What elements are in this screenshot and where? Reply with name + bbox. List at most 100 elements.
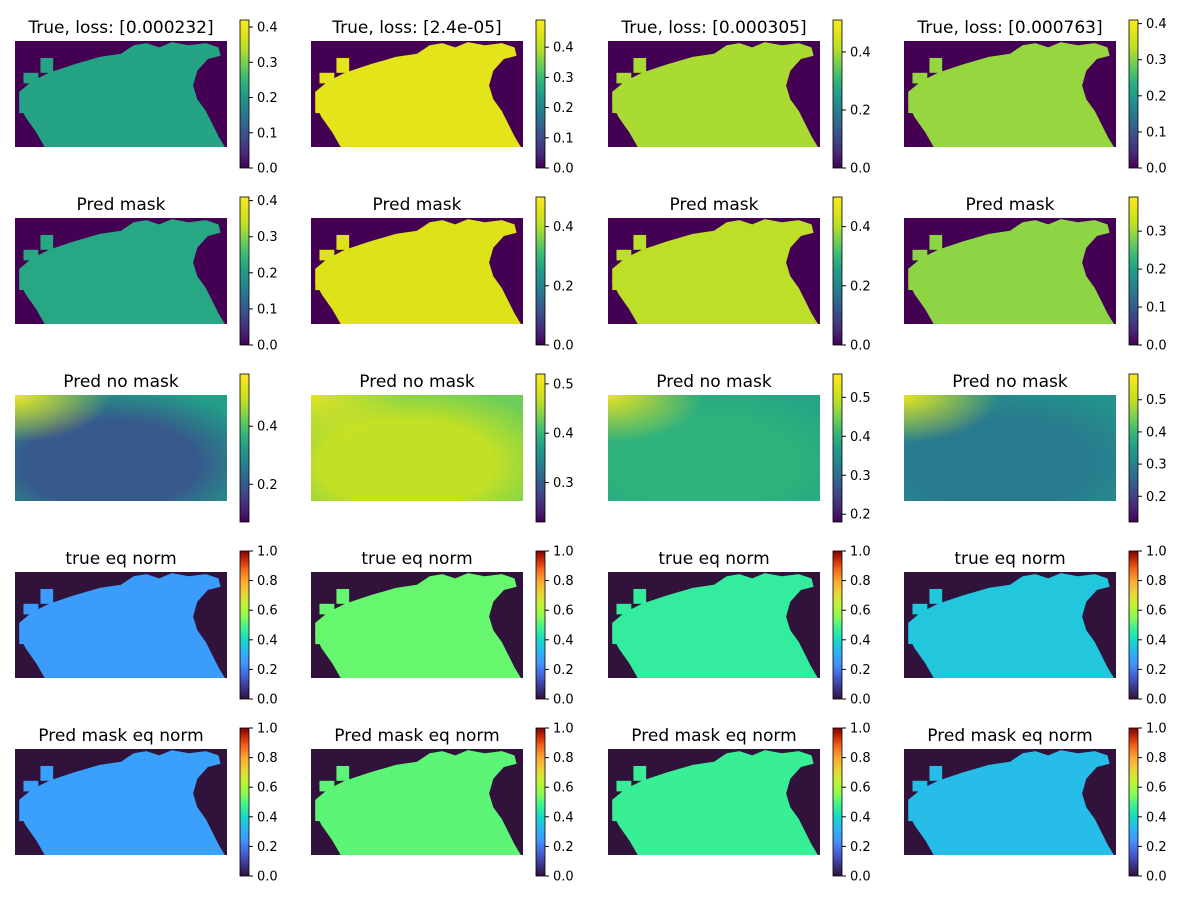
coast-fragment (912, 603, 928, 615)
colorbar-frame (535, 19, 546, 169)
coast-fragment (336, 57, 350, 73)
colorbar-tick-label: 0.0 (850, 693, 871, 708)
coast-fragment (612, 102, 623, 114)
heatmap-panel: True, loss: [2.4e-05] 0.0 0.1 0.2 0.3 0.4 (311, 18, 574, 177)
panel-title: Pred no mask (63, 372, 179, 392)
colorbar-tick-label: 0.8 (553, 751, 574, 766)
colorbar-tick-label: 0.0 (257, 339, 278, 354)
panel-title: True, loss: [0.000232] (27, 18, 213, 38)
colorbar-frame (239, 727, 250, 877)
colorbar-tick-label: 0.6 (257, 604, 278, 619)
corner-highlight (608, 395, 820, 501)
colorbar (536, 20, 545, 168)
colorbar-tick-label: 0.2 (553, 663, 574, 678)
panel-title: true eq norm (954, 549, 1065, 569)
colorbar-tick-label: 0.2 (257, 478, 278, 493)
colorbar-tick-label: 0.1 (1146, 301, 1167, 316)
coast-fragment (40, 588, 54, 604)
coast-fragment (315, 633, 326, 645)
colorbar (240, 728, 249, 876)
field-area (315, 750, 521, 855)
heatmap-panel: true eq norm 0.0 0.2 0.4 0.6 0.8 1.0 (608, 545, 871, 708)
field-area (612, 573, 818, 678)
colorbar-tick-label: 0.2 (1146, 663, 1167, 678)
colorbar (833, 551, 842, 699)
coast-fragment (23, 603, 39, 615)
colorbar-frame (1128, 19, 1139, 169)
colorbar-tick-label: 0.0 (257, 162, 278, 177)
colorbar-tick-label: 0.8 (1146, 574, 1167, 589)
coast-fragment (929, 57, 943, 73)
colorbar (240, 20, 249, 168)
colorbar (833, 374, 842, 522)
colorbar-tick-label: 0.4 (257, 194, 278, 209)
colorbar-tick-label: 0.2 (257, 266, 278, 281)
field-area (315, 573, 521, 678)
heatmap-panel: Pred mask eq norm 0.0 0.2 0.4 0.6 0.8 1.0 (608, 722, 871, 885)
colorbar-tick-label: 0.2 (257, 663, 278, 678)
colorbar-tick-label: 0.2 (1146, 89, 1167, 104)
colorbar-tick-label: 0.2 (257, 840, 278, 855)
colorbar-tick-label: 0.3 (257, 230, 278, 245)
colorbar-tick-label: 0.8 (850, 574, 871, 589)
colorbar-frame (1128, 550, 1139, 700)
colorbar (1129, 551, 1138, 699)
coast-fragment (908, 810, 919, 822)
colorbar-tick-label: 0.4 (257, 21, 278, 36)
colorbar-tick-label: 1.0 (850, 722, 871, 737)
panel-title: Pred mask eq norm (927, 726, 1092, 746)
heatmap-panel: Pred mask 0.0 0.2 0.4 (608, 195, 871, 354)
colorbar-tick-label: 0.2 (1146, 490, 1167, 505)
colorbar-tick-label: 0.6 (850, 604, 871, 619)
coast-fragment (40, 765, 54, 781)
coast-fragment (319, 780, 335, 792)
panel-title: Pred mask eq norm (334, 726, 499, 746)
coast-fragment (319, 603, 335, 615)
heatmap-panel: Pred mask eq norm 0.0 0.2 0.4 0.6 0.8 1.0 (311, 722, 574, 885)
colorbar (1129, 374, 1138, 522)
heatmap-panel: Pred mask eq norm 0.0 0.2 0.4 0.6 0.8 1.0 (15, 722, 278, 885)
panel-title: true eq norm (361, 549, 472, 569)
colorbar-tick-label: 0.8 (257, 751, 278, 766)
panel-title: Pred mask (670, 195, 759, 215)
field-area (315, 42, 521, 147)
panel-title: True, loss: [2.4e-05] (331, 18, 501, 38)
panel-title: true eq norm (658, 549, 769, 569)
colorbar-frame (239, 19, 250, 169)
coast-fragment (319, 249, 335, 261)
colorbar-tick-label: 0.2 (850, 840, 871, 855)
coast-fragment (929, 588, 943, 604)
colorbar-tick-label: 0.0 (553, 339, 574, 354)
colorbar-tick-label: 1.0 (553, 545, 574, 560)
colorbar-tick-label: 1.0 (553, 722, 574, 737)
colorbar-frame (535, 373, 546, 523)
field-area (19, 573, 225, 678)
coast-fragment (19, 810, 30, 822)
colorbar-frame (535, 727, 546, 877)
colorbar-frame (832, 373, 843, 523)
colorbar-tick-label: 0.1 (1146, 125, 1167, 140)
coast-fragment (616, 780, 632, 792)
coast-fragment (315, 810, 326, 822)
heatmap-panel: Pred mask 0.0 0.2 0.4 (311, 195, 574, 354)
colorbar-frame (832, 727, 843, 877)
colorbar-frame (239, 196, 250, 346)
colorbar-tick-label: 0.4 (850, 430, 871, 445)
heatmap-panel: true eq norm 0.0 0.2 0.4 0.6 0.8 1.0 (311, 545, 574, 708)
colorbar-tick-label: 0.4 (850, 45, 871, 60)
heatmap-panel: true eq norm 0.0 0.2 0.4 0.6 0.8 1.0 (15, 545, 278, 708)
coast-fragment (633, 234, 647, 250)
field-area (19, 42, 225, 147)
colorbar-tick-label: 0.2 (850, 508, 871, 523)
colorbar (240, 551, 249, 699)
coast-fragment (19, 279, 30, 291)
colorbar-frame (832, 196, 843, 346)
colorbar-tick-label: 0.8 (553, 574, 574, 589)
heatmap-panel: True, loss: [0.000305] 0.0 0.2 0.4 (608, 18, 871, 177)
coast-fragment (23, 780, 39, 792)
field-area (908, 573, 1114, 678)
coast-fragment (912, 72, 928, 84)
colorbar (536, 551, 545, 699)
colorbar-tick-label: 0.4 (553, 220, 574, 235)
colorbar-tick-label: 0.4 (257, 633, 278, 648)
